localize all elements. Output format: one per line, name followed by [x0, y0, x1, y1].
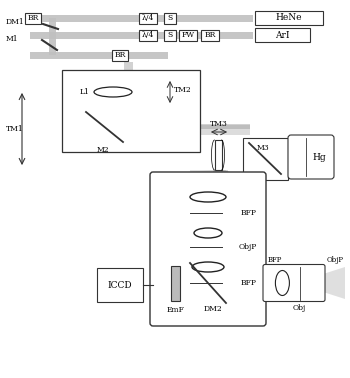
Text: S: S [167, 31, 173, 39]
Text: L1: L1 [79, 88, 89, 96]
Text: BFP: BFP [268, 256, 282, 263]
Bar [164, 12, 176, 23]
Polygon shape [49, 18, 56, 55]
Ellipse shape [194, 228, 222, 238]
Bar [25, 12, 41, 23]
Bar [171, 265, 180, 301]
Text: Obj: Obj [292, 304, 306, 311]
Text: BFP: BFP [241, 279, 257, 287]
Text: HeNe: HeNe [276, 14, 302, 23]
Text: BFP: BFP [241, 209, 257, 217]
Polygon shape [30, 14, 253, 22]
Text: S: S [167, 14, 173, 22]
Bar [164, 29, 176, 40]
FancyBboxPatch shape [150, 172, 266, 326]
Bar [112, 50, 128, 60]
Polygon shape [259, 172, 273, 180]
Polygon shape [30, 31, 253, 39]
FancyBboxPatch shape [263, 265, 325, 302]
Text: DM1: DM1 [6, 18, 25, 26]
Text: M3: M3 [257, 144, 270, 152]
Ellipse shape [192, 262, 224, 272]
Text: DM2: DM2 [204, 305, 222, 313]
Polygon shape [124, 62, 133, 70]
Ellipse shape [190, 192, 226, 202]
Text: ObjP: ObjP [239, 243, 257, 251]
Bar [62, 70, 200, 152]
Bar [215, 140, 222, 170]
FancyBboxPatch shape [288, 135, 334, 179]
Ellipse shape [94, 87, 132, 97]
Polygon shape [200, 125, 250, 135]
Text: M1: M1 [6, 35, 19, 43]
Polygon shape [186, 170, 230, 172]
Text: TM3: TM3 [210, 120, 228, 128]
Text: L2: L2 [213, 175, 223, 183]
Text: BR: BR [27, 14, 39, 22]
Text: λ/4: λ/4 [142, 31, 154, 39]
Text: TM2: TM2 [174, 86, 192, 94]
Bar [255, 28, 310, 42]
Bar [179, 29, 197, 40]
Ellipse shape [275, 271, 289, 296]
Polygon shape [131, 70, 135, 110]
Polygon shape [124, 70, 133, 110]
Polygon shape [213, 170, 228, 233]
Text: EmF: EmF [167, 305, 184, 313]
Text: λ/4: λ/4 [142, 14, 154, 22]
Text: ICCD: ICCD [108, 280, 132, 290]
Polygon shape [200, 124, 250, 129]
Polygon shape [320, 267, 345, 299]
Text: M2: M2 [97, 146, 109, 154]
Polygon shape [190, 170, 226, 293]
Text: BR: BR [204, 31, 216, 39]
Polygon shape [30, 51, 168, 59]
Bar [139, 29, 157, 40]
Text: TM1: TM1 [6, 125, 24, 133]
Text: ArI: ArI [275, 31, 290, 39]
Bar [139, 12, 157, 23]
Bar [97, 268, 143, 302]
Polygon shape [219, 170, 230, 172]
Polygon shape [263, 278, 265, 288]
Bar [243, 138, 288, 180]
Bar [255, 11, 323, 25]
Text: BR: BR [114, 51, 126, 59]
Text: FW: FW [181, 31, 195, 39]
Bar [201, 29, 219, 40]
Text: ObjP: ObjP [327, 257, 344, 265]
Text: Hg: Hg [312, 152, 326, 161]
